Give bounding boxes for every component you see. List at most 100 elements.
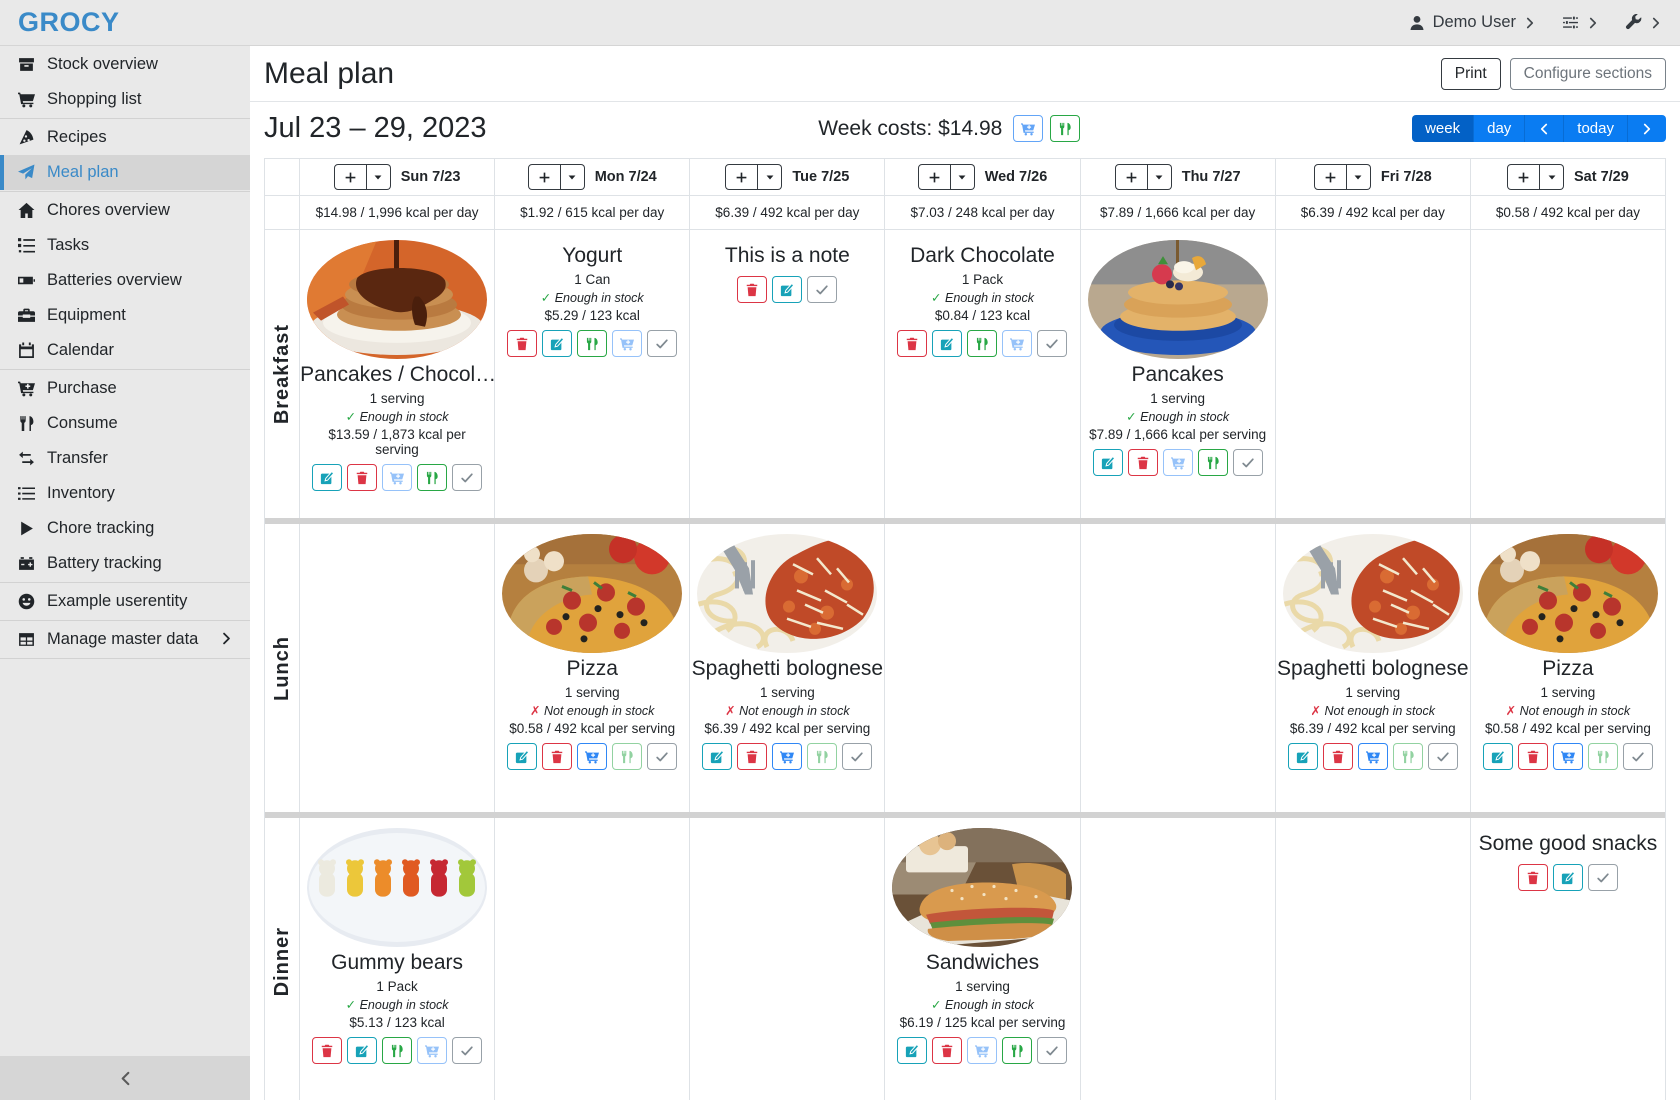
mark-done-button[interactable] [1587, 864, 1618, 892]
edit-meal-button[interactable] [1092, 449, 1123, 477]
sidebar-item-transfer[interactable]: Transfer [0, 441, 250, 476]
edit-meal-button[interactable] [897, 1037, 928, 1065]
sidebar-item-purchase[interactable]: Purchase [0, 371, 250, 406]
delete-meal-button[interactable] [1517, 864, 1548, 892]
meal-slot[interactable]: Some good snacks [1469, 818, 1665, 1100]
delete-meal-button[interactable] [1322, 743, 1353, 771]
sidebar-item-consume[interactable]: Consume [0, 406, 250, 441]
print-button[interactable]: Print [1440, 58, 1501, 90]
mark-done-button[interactable] [1622, 743, 1653, 771]
add-to-shopping-list-button[interactable] [1357, 743, 1388, 771]
edit-meal-button[interactable] [1482, 743, 1513, 771]
sidebar-item-tasks[interactable]: Tasks [0, 228, 250, 263]
add-to-shopping-list-button[interactable] [772, 743, 803, 771]
delete-meal-button[interactable] [347, 464, 378, 492]
meal-slot[interactable] [1079, 524, 1275, 812]
admin-menu[interactable] [1625, 14, 1662, 31]
add-meal-button[interactable] [527, 164, 561, 190]
consume-meal-button[interactable] [612, 743, 643, 771]
add-meal-dropdown-button[interactable] [758, 164, 783, 190]
consume-meal-button[interactable] [807, 743, 838, 771]
edit-meal-button[interactable] [507, 743, 538, 771]
add-to-shopping-list-button[interactable] [577, 743, 608, 771]
sidebar-item-meal-plan[interactable]: Meal plan [0, 155, 250, 190]
consume-meal-button[interactable] [1197, 449, 1228, 477]
meal-slot[interactable]: This is a note [689, 230, 884, 518]
add-week-to-shopping-list-button[interactable] [1013, 115, 1044, 142]
add-meal-button[interactable] [917, 164, 951, 190]
meal-slot[interactable] [689, 818, 884, 1100]
sidebar-item-shopping-list[interactable]: Shopping list [0, 82, 250, 117]
settings-menu[interactable] [1562, 14, 1599, 31]
add-meal-button[interactable] [725, 164, 759, 190]
meal-slot[interactable] [494, 818, 689, 1100]
meal-slot[interactable]: Pizza 1 serving ✗ Not enough in stock $0.58… [494, 524, 689, 812]
sidebar-item-chores-overview[interactable]: Chores overview [0, 193, 250, 228]
add-meal-button[interactable] [333, 164, 367, 190]
meal-slot[interactable]: Sandwiches 1 serving ✓ Enough in stock $6.1… [884, 818, 1079, 1100]
consume-week-button[interactable] [1050, 115, 1081, 142]
sidebar-item-calendar[interactable]: Calendar [0, 333, 250, 368]
add-meal-button[interactable] [1313, 164, 1347, 190]
sidebar-item-manage-master-data[interactable]: Manage master data [0, 622, 250, 657]
previous-week-button[interactable] [1524, 115, 1564, 142]
delete-meal-button[interactable] [542, 743, 573, 771]
add-meal-dropdown-button[interactable] [1147, 164, 1172, 190]
delete-meal-button[interactable] [737, 276, 768, 304]
sidebar-item-example-userentity[interactable]: Example userentity [0, 584, 250, 619]
add-meal-button[interactable] [1507, 164, 1540, 190]
add-to-shopping-list-button[interactable] [1002, 330, 1033, 358]
edit-meal-button[interactable] [772, 276, 803, 304]
meal-slot[interactable]: Spaghetti bolognese 1 serving ✗ Not enough… [689, 524, 884, 812]
mark-done-button[interactable] [452, 1037, 483, 1065]
sidebar-item-batteries-overview[interactable]: Batteries overview [0, 263, 250, 298]
edit-meal-button[interactable] [932, 330, 963, 358]
consume-meal-button[interactable] [967, 330, 998, 358]
sidebar-item-inventory[interactable]: Inventory [0, 476, 250, 511]
delete-meal-button[interactable] [1127, 449, 1158, 477]
delete-meal-button[interactable] [932, 1037, 963, 1065]
sidebar-item-equipment[interactable]: Equipment [0, 298, 250, 333]
add-meal-dropdown-button[interactable] [366, 164, 391, 190]
grocy-logo[interactable]: GROCY [18, 7, 120, 37]
edit-meal-button[interactable] [312, 464, 343, 492]
add-meal-dropdown-button[interactable] [1346, 164, 1371, 190]
consume-meal-button[interactable] [1587, 743, 1618, 771]
mark-done-button[interactable] [647, 330, 678, 358]
configure-sections-button[interactable]: Configure sections [1509, 58, 1666, 90]
consume-meal-button[interactable] [577, 330, 608, 358]
add-meal-button[interactable] [1114, 164, 1148, 190]
meal-slot[interactable]: Pancakes 1 serving ✓ Enough in stock $7.89 … [1079, 230, 1275, 518]
mark-done-button[interactable] [1037, 330, 1068, 358]
delete-meal-button[interactable] [1517, 743, 1548, 771]
mark-done-button[interactable] [1232, 449, 1263, 477]
edit-meal-button[interactable] [702, 743, 733, 771]
add-to-shopping-list-button[interactable] [417, 1037, 448, 1065]
sidebar-collapse-button[interactable] [0, 1056, 250, 1100]
today-button[interactable]: today [1563, 115, 1627, 142]
delete-meal-button[interactable] [312, 1037, 343, 1065]
mark-done-button[interactable] [807, 276, 838, 304]
add-to-shopping-list-button[interactable] [382, 464, 413, 492]
add-to-shopping-list-button[interactable] [1162, 449, 1193, 477]
meal-slot[interactable]: Pizza 1 serving ✗ Not enough in stock $0.58… [1469, 524, 1665, 812]
meal-slot[interactable] [1079, 818, 1275, 1100]
mark-done-button[interactable] [1037, 1037, 1068, 1065]
add-meal-dropdown-button[interactable] [1540, 164, 1564, 190]
consume-meal-button[interactable] [417, 464, 448, 492]
mark-done-button[interactable] [842, 743, 873, 771]
meal-slot[interactable] [299, 524, 494, 812]
add-meal-dropdown-button[interactable] [560, 164, 585, 190]
sidebar-item-recipes[interactable]: Recipes [0, 120, 250, 155]
meal-slot[interactable] [1274, 230, 1470, 518]
edit-meal-button[interactable] [347, 1037, 378, 1065]
delete-meal-button[interactable] [507, 330, 538, 358]
mark-done-button[interactable] [1427, 743, 1458, 771]
delete-meal-button[interactable] [737, 743, 768, 771]
mark-done-button[interactable] [452, 464, 483, 492]
consume-meal-button[interactable] [1392, 743, 1423, 771]
edit-meal-button[interactable] [1552, 864, 1583, 892]
sidebar-item-chore-tracking[interactable]: Chore tracking [0, 511, 250, 546]
edit-meal-button[interactable] [1287, 743, 1318, 771]
meal-slot[interactable]: Gummy bears 1 Pack ✓ Enough in stock $5.13 … [299, 818, 494, 1100]
